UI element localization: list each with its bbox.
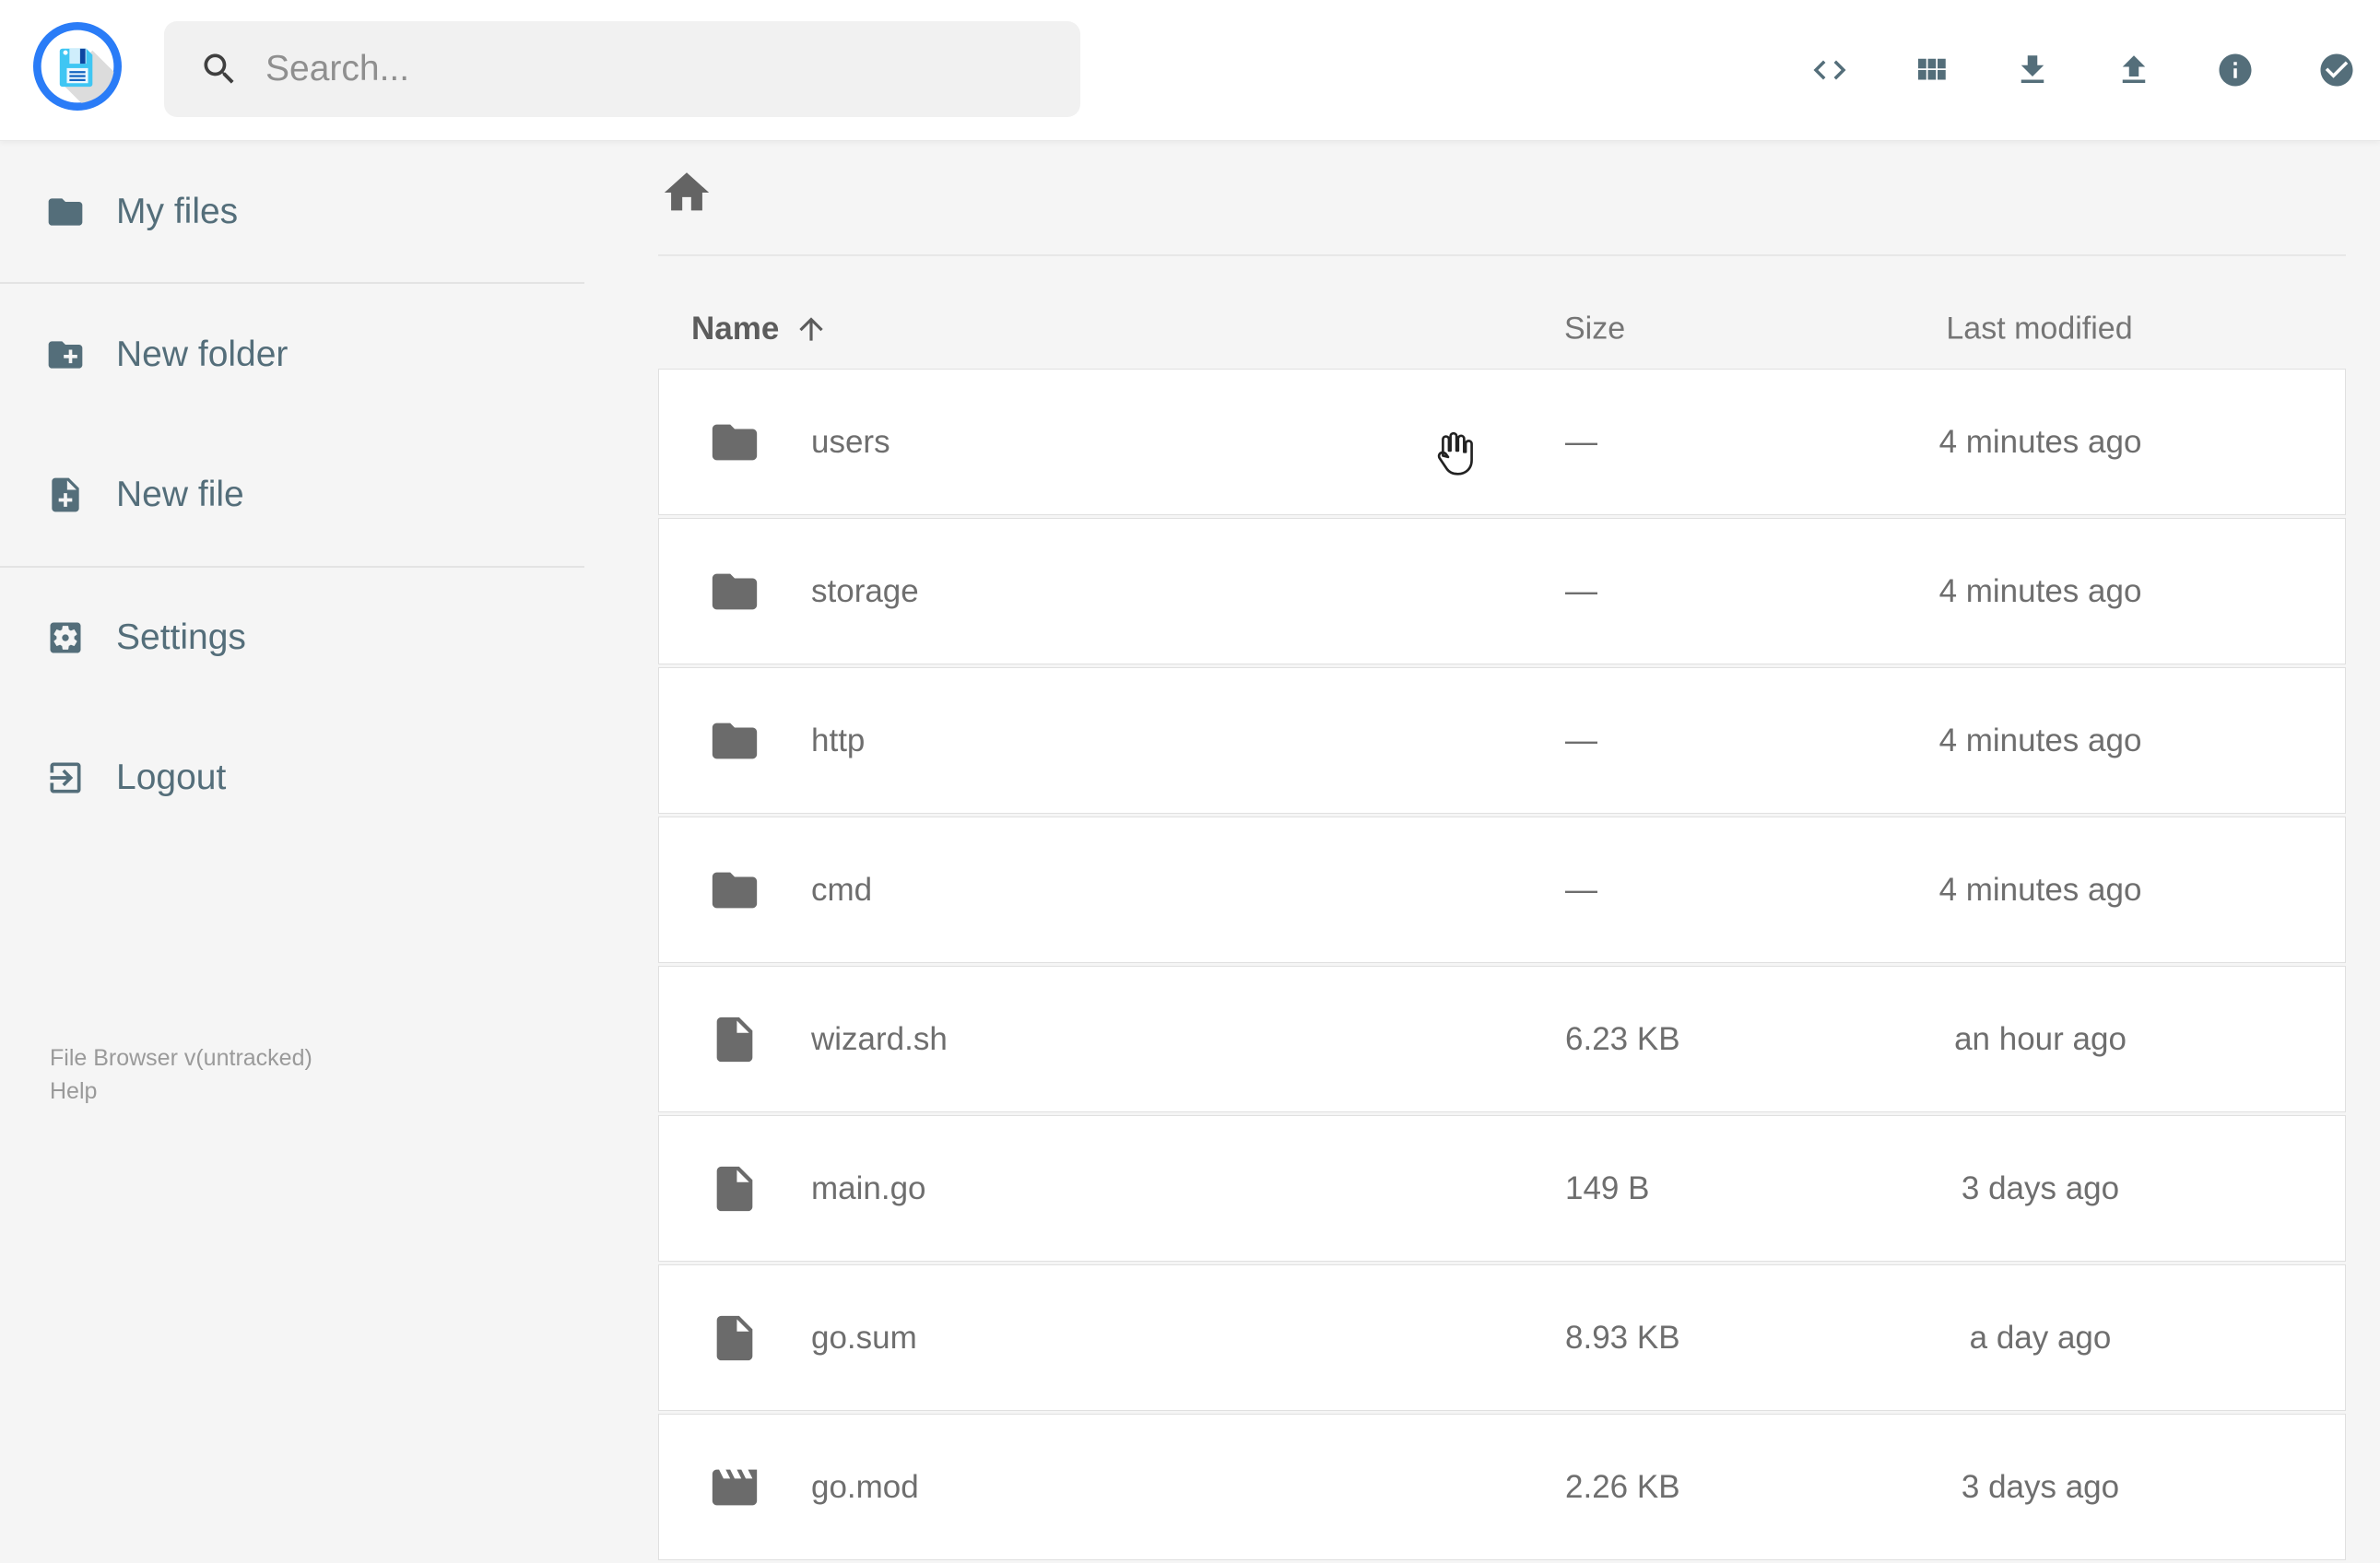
folder-icon (708, 565, 761, 618)
file-name: go.sum (811, 1319, 917, 1356)
file-modified: 4 minutes ago (1938, 722, 2142, 758)
select-multiple-button[interactable] (2317, 51, 2356, 89)
file-name: users (811, 423, 890, 460)
sidebar-item-my-files[interactable]: My files (0, 142, 584, 282)
file-modified: 3 days ago (1961, 1468, 2120, 1505)
version-text: File Browser v(untracked) (50, 1045, 312, 1071)
movie-icon (708, 1461, 761, 1514)
file-size: 2.26 KB (1565, 1468, 1680, 1505)
download-button[interactable] (2013, 51, 2052, 89)
download-icon (2021, 55, 2044, 83)
file-size: — (1565, 871, 1597, 908)
column-header-name[interactable]: Name (691, 311, 829, 347)
file-icon (708, 1013, 761, 1066)
upload-icon (2122, 55, 2146, 83)
home-icon (664, 172, 710, 211)
listing-header: Name Size Last modified (658, 288, 2346, 370)
sidebar-item-label: Settings (116, 617, 246, 657)
header-actions (1810, 0, 2356, 140)
file-row-http[interactable]: http — 4 minutes ago (658, 667, 2346, 814)
search-icon (204, 53, 234, 84)
file-row-go-mod[interactable]: go.mod 2.26 KB 3 days ago (658, 1414, 2346, 1560)
sidebar: My files New folder New file Settings Lo… (0, 140, 584, 1530)
file-icon (708, 1162, 761, 1216)
file-size: — (1565, 722, 1597, 758)
file-modified: 3 days ago (1961, 1169, 2120, 1206)
file-row-storage[interactable]: storage — 4 minutes ago (658, 518, 2346, 664)
column-header-size[interactable]: Size (1564, 311, 1626, 347)
file-row-main-go[interactable]: main.go 149 B 3 days ago (658, 1115, 2346, 1262)
sidebar-item-new-folder[interactable]: New folder (0, 285, 584, 425)
search-input[interactable] (264, 48, 1023, 90)
file-size: — (1565, 423, 1597, 460)
sidebar-item-new-file[interactable]: New file (0, 425, 584, 565)
logout-icon (50, 762, 81, 793)
file-name: main.go (811, 1169, 926, 1206)
file-modified: 4 minutes ago (1938, 423, 2142, 460)
help-link[interactable]: Help (50, 1078, 98, 1104)
file-name: cmd (811, 871, 873, 908)
file-name: go.mod (811, 1468, 919, 1505)
info-icon (2219, 53, 2252, 87)
file-row-wizard-sh[interactable]: wizard.sh 6.23 KB an hour ago (658, 966, 2346, 1112)
grid-view-icon (1918, 58, 1946, 80)
file-row-go-sum[interactable]: go.sum 8.93 KB a day ago (658, 1264, 2346, 1411)
file-name: wizard.sh (811, 1020, 948, 1057)
sidebar-divider (0, 566, 584, 568)
sidebar-item-logout[interactable]: Logout (0, 708, 584, 848)
breadcrumb-divider (658, 254, 2346, 256)
folder-icon (708, 416, 761, 469)
top-bar (0, 0, 2380, 141)
app-logo[interactable] (33, 22, 122, 111)
sidebar-item-settings[interactable]: Settings (0, 568, 584, 708)
file-size: — (1565, 572, 1597, 609)
file-size: 6.23 KB (1565, 1020, 1680, 1057)
file-size: 8.93 KB (1565, 1319, 1680, 1356)
file-modified: 4 minutes ago (1938, 572, 2142, 609)
settings-icon (50, 622, 81, 653)
file-size: 149 B (1565, 1169, 1650, 1206)
check-circle-icon (2320, 53, 2353, 87)
folder-icon (708, 714, 761, 768)
file-row-users[interactable]: users — 4 minutes ago (658, 369, 2346, 515)
file-name: storage (811, 572, 919, 609)
sidebar-item-label: New folder (116, 335, 289, 374)
breadcrumb-home[interactable] (660, 166, 713, 219)
folder-icon (48, 198, 83, 226)
switch-view-button[interactable] (1912, 51, 1950, 89)
file-modified: an hour ago (1954, 1020, 2127, 1057)
code-icon (1813, 60, 1846, 80)
shell-button[interactable] (1810, 51, 1849, 89)
new-file-icon (52, 477, 79, 512)
sidebar-divider (0, 282, 584, 284)
file-modified: 4 minutes ago (1938, 871, 2142, 908)
file-icon (708, 1311, 761, 1365)
file-row-cmd[interactable]: cmd — 4 minutes ago (658, 817, 2346, 963)
folder-icon (708, 864, 761, 917)
file-modified: a day ago (1969, 1319, 2112, 1356)
sidebar-footer: File Browser v(untracked) Help (50, 1041, 312, 1108)
arrow-up-icon (799, 317, 823, 341)
upload-button[interactable] (2115, 51, 2153, 89)
info-button[interactable] (2216, 51, 2255, 89)
sidebar-item-label: Logout (116, 758, 227, 797)
sidebar-item-label: My files (116, 192, 239, 231)
new-folder-icon (48, 341, 83, 369)
listing-rows: users — 4 minutes ago storage — 4 minute… (658, 369, 2346, 1563)
sidebar-item-label: New file (116, 475, 244, 514)
column-header-modified[interactable]: Last modified (1946, 311, 2133, 347)
file-name: http (811, 722, 866, 758)
search-bar (164, 21, 1080, 117)
